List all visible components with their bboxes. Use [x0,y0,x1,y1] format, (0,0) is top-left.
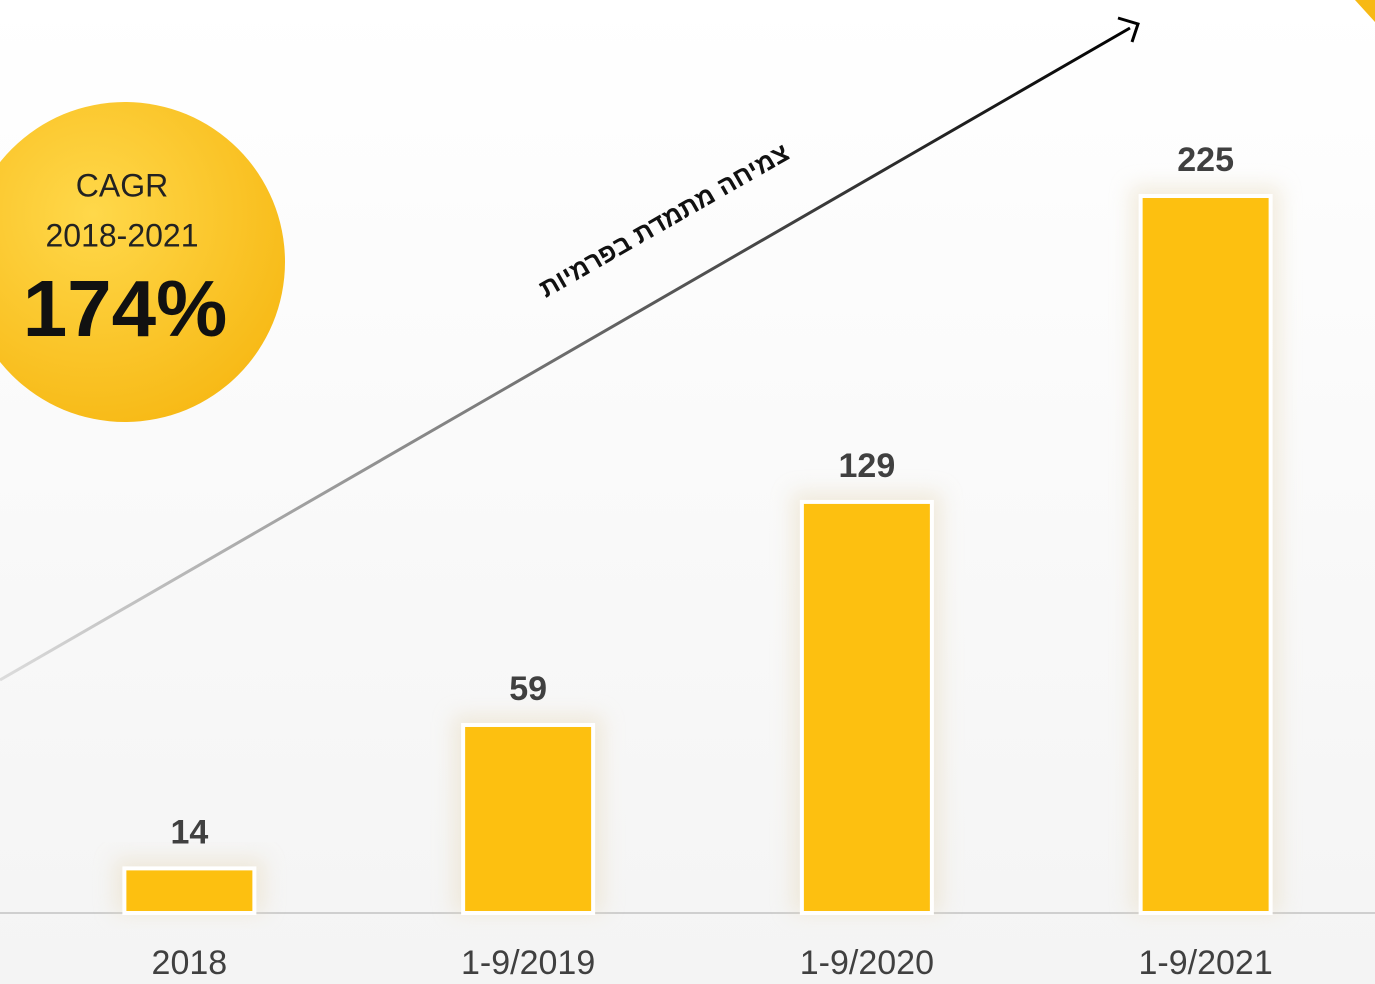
bar [799,499,934,915]
value-label: 59 [509,670,547,708]
value-label: 129 [839,447,896,485]
cagr-value: 174% [23,264,228,353]
value-label: 14 [170,813,208,851]
corner-accent [1355,0,1375,22]
cagr-circle [0,102,285,422]
value-label: 225 [1177,141,1234,179]
cagr-period: 2018-2021 [45,217,198,253]
cagr-label: CAGR [76,167,168,203]
x-tick-label: 1-9/2019 [461,944,595,982]
trend-arrow [0,26,1131,682]
x-tick-label: 2018 [152,944,228,982]
bar [1138,194,1273,915]
arrow-head [1117,16,1140,43]
bar [461,722,596,916]
x-tick-label: 1-9/2020 [800,944,934,982]
x-tick-label: 1-9/2021 [1139,944,1273,982]
bar [122,866,257,915]
